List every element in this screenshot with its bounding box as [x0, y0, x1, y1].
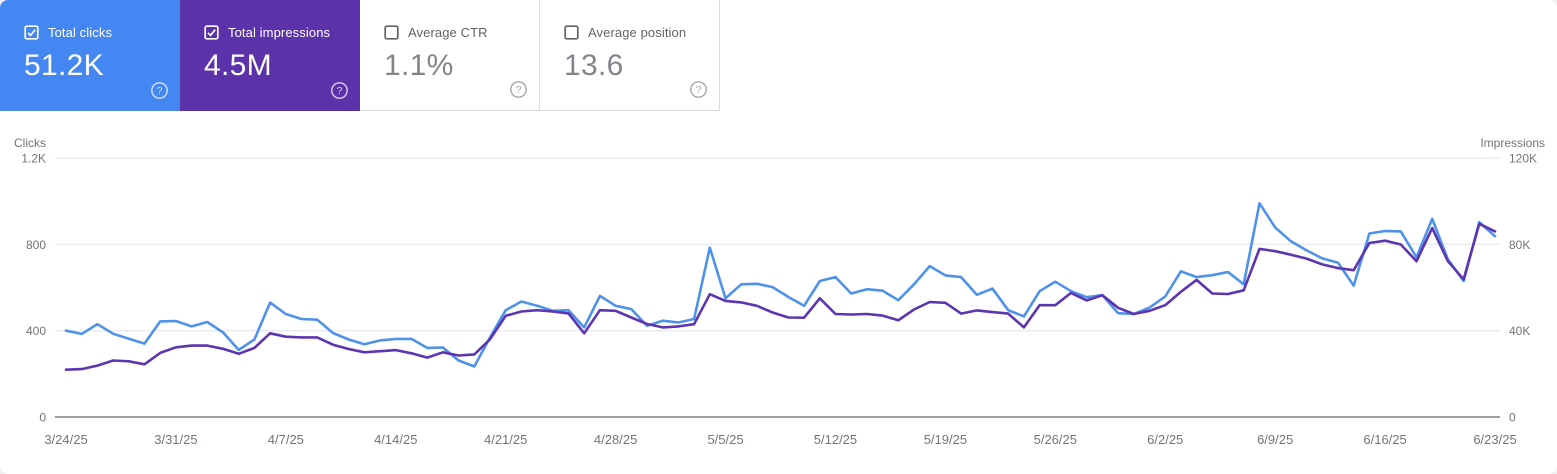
axis-label: 6/16/25 [1363, 432, 1406, 447]
card-total-impressions[interactable]: Total impressions 4.5M ? [180, 0, 360, 111]
axis-label: 5/26/25 [1034, 432, 1077, 447]
series-line-clicks [64, 202, 1497, 368]
axis-label: 3/31/25 [154, 432, 197, 447]
axis-label: Clicks [14, 136, 46, 150]
axis-label: 80K [1509, 238, 1530, 252]
svg-text:?: ? [696, 84, 702, 96]
card-average-position[interactable]: Average position 13.6 ? [540, 0, 720, 111]
axis-label: 6/2/25 [1147, 432, 1183, 447]
card-label: Average CTR [408, 25, 488, 40]
checkbox-unchecked-icon[interactable] [384, 25, 399, 40]
help-icon[interactable]: ? [330, 81, 349, 100]
axis-label: Impressions [1480, 136, 1545, 150]
axis-label: 5/5/25 [707, 432, 743, 447]
card-header: Average CTR [384, 25, 539, 40]
axis-label: 4/7/25 [268, 432, 304, 447]
card-label: Average position [588, 25, 687, 40]
checkbox-checked-icon[interactable] [204, 25, 219, 40]
checkbox-checked-icon[interactable] [24, 25, 39, 40]
svg-text:?: ? [337, 85, 343, 97]
axis-label: 0 [1509, 411, 1516, 425]
help-icon[interactable]: ? [150, 81, 169, 100]
axis-label: 4/14/25 [374, 432, 417, 447]
axis-label: 5/19/25 [924, 432, 967, 447]
axis-label: 6/23/25 [1473, 432, 1516, 447]
card-value: 4.5M [204, 49, 272, 82]
axis-label: 800 [26, 238, 46, 252]
card-header: Average position [564, 25, 719, 40]
help-icon[interactable]: ? [689, 80, 708, 99]
card-value: 1.1% [384, 49, 454, 82]
card-total-clicks[interactable]: Total clicks 51.2K ? [0, 0, 180, 111]
axis-label: 40K [1509, 324, 1530, 338]
svg-text:?: ? [157, 85, 163, 97]
axis-label: 4/28/25 [594, 432, 637, 447]
checkbox-unchecked-icon[interactable] [564, 25, 579, 40]
card-value: 51.2K [24, 49, 104, 82]
axis-label: 1.2K [21, 152, 46, 166]
axis-label: 5/12/25 [814, 432, 857, 447]
axis-label: 120K [1509, 152, 1537, 166]
svg-text:?: ? [516, 84, 522, 96]
metric-cards: Total clicks 51.2K ? Total impressions 4… [0, 0, 720, 111]
axis-label: 0 [39, 411, 46, 425]
card-value: 13.6 [564, 49, 624, 82]
card-average-ctr[interactable]: Average CTR 1.1% ? [360, 0, 540, 111]
help-icon[interactable]: ? [509, 80, 528, 99]
axis-label: 3/24/25 [44, 432, 87, 447]
card-label: Total impressions [228, 25, 331, 40]
series-line-impressions [64, 222, 1497, 372]
axis-label: 6/9/25 [1257, 432, 1293, 447]
card-label: Total clicks [48, 25, 113, 40]
axis-label: 400 [26, 324, 46, 338]
card-header: Total clicks [24, 25, 180, 40]
axis-label: 4/21/25 [484, 432, 527, 447]
card-header: Total impressions [204, 25, 360, 40]
